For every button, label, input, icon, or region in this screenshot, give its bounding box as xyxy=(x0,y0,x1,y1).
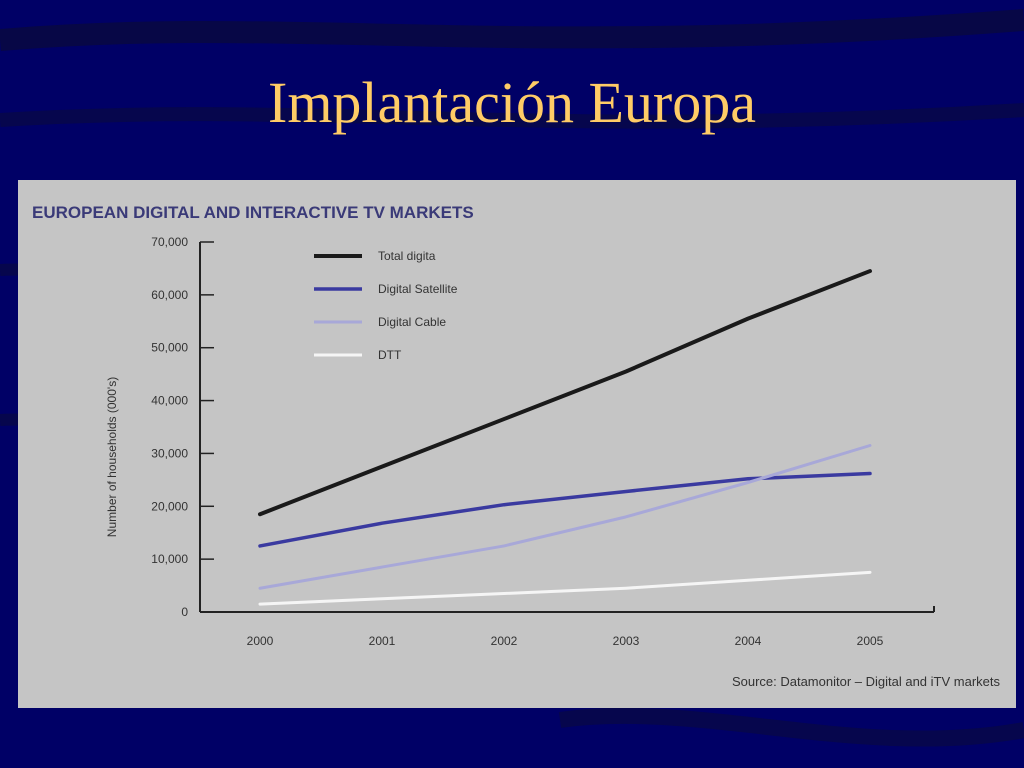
legend: Total digita Digital Satellite Digital Cab… xyxy=(314,249,458,362)
chart-axes xyxy=(199,242,935,613)
x-tick-label: 2005 xyxy=(857,634,884,648)
source-note: Source: Datamonitor – Digital and iTV ma… xyxy=(732,674,1001,689)
legend-label: Digital Cable xyxy=(378,315,446,329)
y-tick-label: 20,000 xyxy=(151,499,188,513)
y-axis-ticks: 0 10,000 20,000 30,000 40,000 50,000 60,000 70,… xyxy=(151,235,214,619)
y-tick-label: 30,000 xyxy=(151,446,188,460)
series-line-digital-cable xyxy=(258,444,872,590)
chart-title: EUROPEAN DIGITAL AND INTERACTIVE TV MARK… xyxy=(32,203,474,222)
series-line-dtt xyxy=(258,570,872,606)
series-lines xyxy=(258,269,872,606)
x-tick-label: 2001 xyxy=(369,634,396,648)
chart-panel: EUROPEAN DIGITAL AND INTERACTIVE TV MARK… xyxy=(18,180,1016,708)
line-chart: EUROPEAN DIGITAL AND INTERACTIVE TV MARK… xyxy=(32,203,1001,689)
y-tick-label: 50,000 xyxy=(151,341,188,355)
y-tick-label: 60,000 xyxy=(151,288,188,302)
legend-label: DTT xyxy=(378,348,402,362)
series-line-total-digita xyxy=(258,269,872,517)
y-tick-label: 0 xyxy=(181,605,188,619)
y-tick-label: 10,000 xyxy=(151,552,188,566)
legend-label: Total digita xyxy=(378,249,436,263)
x-tick-label: 2004 xyxy=(735,634,762,648)
y-tick-label: 70,000 xyxy=(151,235,188,249)
legend-label: Digital Satellite xyxy=(378,282,458,296)
series-line-digital-satellite xyxy=(258,471,872,548)
x-tick-label: 2003 xyxy=(613,634,640,648)
y-axis-label: Number of households (000's) xyxy=(105,377,119,537)
y-tick-label: 40,000 xyxy=(151,394,188,408)
slide-title: Implantación Europa xyxy=(268,70,756,135)
x-tick-label: 2000 xyxy=(247,634,274,648)
x-axis-ticks: 2000 2001 2002 2003 2004 2005 xyxy=(247,634,884,648)
x-tick-label: 2002 xyxy=(491,634,518,648)
